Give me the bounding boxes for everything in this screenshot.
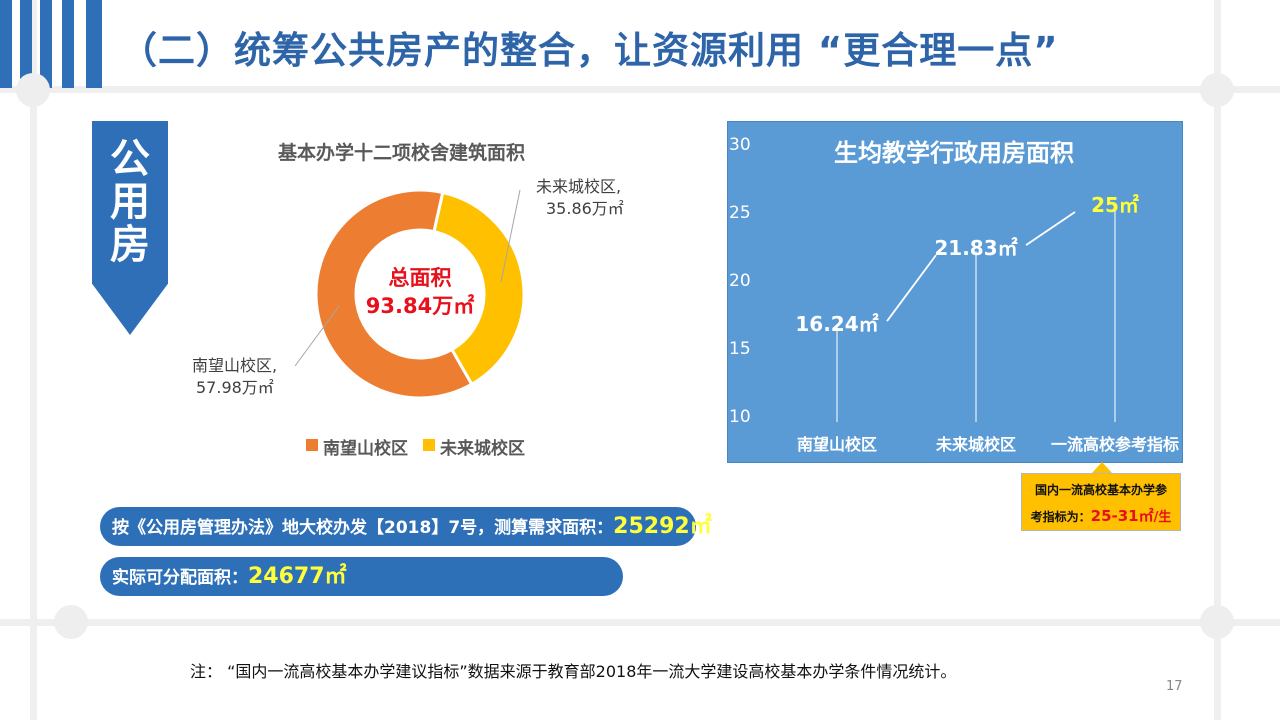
frame-circle-bottom-left (54, 605, 88, 639)
accent-bar-2 (20, 0, 32, 88)
page-number: 17 (1166, 679, 1183, 694)
accent-bar-1 (0, 0, 12, 88)
callout-arrow (1092, 462, 1112, 473)
leader-line-nanwangshan (294, 305, 340, 367)
y-tick-label: 30 (729, 135, 751, 155)
data-label: 21.83㎡ (934, 236, 1017, 260)
y-tick-label: 10 (729, 407, 751, 427)
benchmark-callout: 国内一流高校基本办学参 考指标为：25-31㎡/生 (1021, 473, 1181, 531)
footnote: 注： “国内一流高校基本办学建议指标”数据来源于教育部2018年一流大学建设高校… (190, 662, 957, 681)
slice-label-name-weilaicheng: 未来城校区, (536, 177, 622, 196)
donut-center-label: 总面积 (388, 266, 452, 290)
data-label: 25㎡ (1091, 193, 1139, 217)
accent-bar-3 (40, 0, 52, 88)
line-chart-panel (727, 121, 1183, 463)
callout-line1: 国内一流高校基本办学参 (1034, 483, 1167, 497)
ribbon-label: 公用房 (92, 138, 168, 267)
ribbon-char: 公 (110, 136, 150, 182)
frame-line-left (30, 0, 37, 720)
donut-center-value: 93.84万㎡ (365, 294, 475, 318)
ribbon-banner (92, 121, 168, 335)
donut-chart (294, 188, 526, 400)
legend-label-nanwangshan: 南望山校区 (323, 439, 408, 459)
y-tick-label: 15 (729, 339, 751, 359)
frame-circle-top-right (1200, 73, 1234, 107)
frame-line-right (1214, 0, 1221, 720)
series-segment (886, 254, 937, 322)
legend-swatch-weilaicheng (423, 439, 435, 451)
series-segment (1025, 211, 1076, 246)
y-tick-label: 20 (729, 271, 751, 291)
allocable-area-pill: 实际可分配面积：24677㎡ (100, 557, 623, 596)
donut-slice-weilaicheng (432, 190, 526, 387)
callout-line2: 考指标为：25-31㎡/生 (1022, 503, 1180, 531)
frame-line-bottom (0, 619, 1280, 626)
frame-circle-bottom-right (1200, 605, 1234, 639)
frame-circle-top-left (16, 73, 50, 107)
demand-area-pill: 按《公用房管理办法》地大校办发【2018】7号，测算需求面积：25292㎡ (100, 507, 712, 546)
accent-bar-4 (62, 0, 74, 88)
line-chart: 10 15 20 25 30 16.24㎡ 21.83㎡ 25㎡ 南望山校区 未来城校区 一流高… (729, 135, 1179, 454)
legend-label-weilaicheng: 未来城校区 (440, 439, 525, 459)
y-tick-label: 25 (729, 203, 751, 223)
data-label: 16.24㎡ (795, 312, 878, 336)
demand-area-value: 25292㎡ (613, 514, 712, 539)
callout-line2-suffix: /生 (1153, 510, 1172, 525)
donut-title: 基本办学十二项校舍建筑面积 (278, 142, 526, 164)
x-category-label: 一流高校参考指标 (1051, 435, 1179, 454)
ribbon-char: 用 (110, 179, 150, 225)
ribbon-char: 房 (110, 222, 150, 268)
legend-swatch-nanwangshan (306, 439, 318, 451)
slice-label-value-weilaicheng: 35.86万㎡ (546, 199, 624, 218)
slice-label-value-nanwangshan: 57.98万㎡ (196, 378, 274, 397)
frame-line-top (0, 86, 1280, 93)
accent-bar-5 (86, 0, 102, 88)
demand-area-text: 按《公用房管理办法》地大校办发【2018】7号，测算需求面积： (112, 518, 614, 538)
allocable-area-value: 24677㎡ (248, 564, 347, 589)
donut-slice-nanwangshan (314, 188, 474, 400)
callout-line2-value: 25-31㎡ (1090, 507, 1154, 525)
x-category-label: 未来城校区 (935, 435, 1016, 454)
slide-title: （二）统筹公共房产的整合，让资源利用 “更合理一点” (120, 29, 1059, 72)
line-chart-title: 生均教学行政用房面积 (834, 139, 1074, 167)
callout-line2-prefix: 考指标为： (1030, 510, 1091, 524)
allocable-area-text: 实际可分配面积： (112, 568, 248, 588)
leader-line-weilaicheng (500, 189, 521, 282)
x-category-label: 南望山校区 (797, 435, 877, 454)
slice-label-name-nanwangshan: 南望山校区, (192, 356, 278, 375)
